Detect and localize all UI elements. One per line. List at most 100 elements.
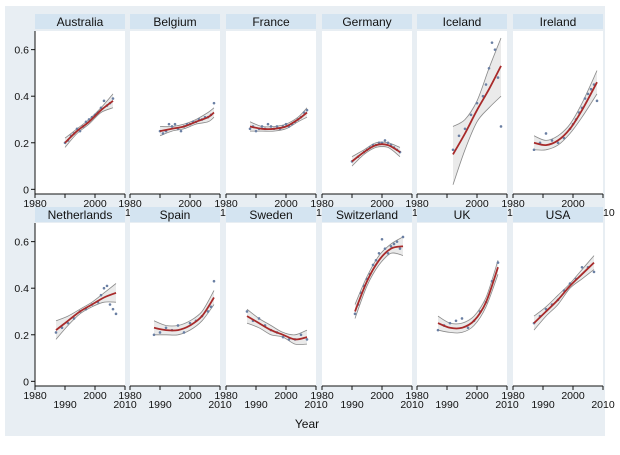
panel-title: Sweden <box>249 208 292 222</box>
ci-upper-line <box>452 37 502 127</box>
data-point <box>257 317 261 320</box>
data-point <box>72 317 76 320</box>
data-point <box>299 333 303 337</box>
panel-title: France <box>252 15 290 29</box>
plot-area <box>417 31 507 194</box>
x-tick-label: 2010 <box>591 399 615 411</box>
panel-title: Spain <box>160 208 191 222</box>
panel-switzerland: Switzerland 1980 1990 2000 2010 <box>310 207 424 411</box>
y-tick-label: 0.4 <box>14 91 29 103</box>
data-point <box>389 244 393 248</box>
data-point <box>179 129 183 133</box>
data-point <box>302 111 306 114</box>
fit-line <box>354 245 404 312</box>
data-point <box>460 317 464 320</box>
ci-band <box>247 309 307 345</box>
ci-lower-line <box>351 146 401 167</box>
data-point <box>111 97 115 100</box>
panel-strip <box>130 14 220 29</box>
data-point <box>176 324 180 327</box>
data-point <box>457 134 461 138</box>
data-point <box>383 247 387 250</box>
x-tick-label: 2000 <box>465 390 489 402</box>
x-tick-label: 2000 <box>274 390 298 402</box>
x-tick-label: 1980 <box>214 390 238 402</box>
fit-line <box>64 100 114 144</box>
data-point <box>108 303 112 306</box>
x-tick-label: 1980 <box>405 390 429 402</box>
data-point <box>392 242 396 246</box>
data-point <box>562 136 566 140</box>
data-point <box>475 101 479 105</box>
data-point <box>377 141 381 145</box>
data-point <box>161 132 165 135</box>
data-point <box>556 141 560 145</box>
data-point <box>114 312 118 316</box>
data-point <box>152 333 156 337</box>
data-point <box>182 331 186 334</box>
data-point <box>395 240 399 243</box>
data-point <box>550 139 554 142</box>
ci-upper-line <box>351 141 401 158</box>
x-tick-label: 1990 <box>244 399 268 411</box>
ci-upper-line <box>55 283 117 322</box>
plot-area <box>226 223 316 386</box>
x-tick-label: 1980 <box>118 390 142 402</box>
panel-uk: UK 1980 1990 2000 2010 <box>405 207 519 411</box>
x-tick-label: 2010 <box>304 399 328 411</box>
data-point <box>589 87 593 91</box>
data-point <box>496 261 500 264</box>
ci-upper-line <box>533 70 598 141</box>
panel-strip <box>35 207 125 222</box>
panel-strip <box>226 207 316 222</box>
data-point <box>188 321 192 325</box>
data-point <box>284 122 288 126</box>
fit-line <box>249 111 308 130</box>
data-point <box>99 293 103 297</box>
data-point <box>451 148 455 152</box>
data-point <box>269 125 273 128</box>
plot-area <box>35 31 125 194</box>
x-tick-label: 1990 <box>340 399 364 411</box>
data-point <box>102 99 106 103</box>
ci-lower-line <box>533 269 595 331</box>
data-point <box>206 310 210 313</box>
data-point <box>266 122 270 126</box>
data-point <box>544 132 548 135</box>
data-point <box>105 284 109 288</box>
data-point <box>386 141 390 145</box>
ci-lower-line <box>246 322 308 346</box>
data-point <box>463 127 467 131</box>
data-point <box>164 326 168 330</box>
data-point <box>212 101 216 105</box>
x-tick-label: 1990 <box>531 399 555 411</box>
panel-belgium: Belgium1980199020002010 <box>118 14 232 219</box>
plot-area <box>130 223 220 386</box>
x-tick-label: 1990 <box>148 399 172 411</box>
data-point <box>102 286 106 290</box>
x-tick-label: 2000 <box>561 390 585 402</box>
y-tick-label: 0.4 <box>14 283 29 295</box>
data-point <box>383 139 387 142</box>
data-point <box>248 127 252 131</box>
x-axis-title: Year <box>295 417 319 431</box>
data-point <box>281 335 285 339</box>
data-point <box>173 122 177 126</box>
fit-line <box>351 143 401 163</box>
plot-area <box>322 31 412 194</box>
data-point <box>487 66 491 70</box>
data-point <box>54 331 58 334</box>
data-point <box>245 310 249 313</box>
panel-strip <box>322 207 412 222</box>
panel-title: UK <box>454 208 471 222</box>
data-point <box>484 83 488 86</box>
data-point <box>254 129 258 133</box>
data-point <box>275 125 279 128</box>
panel-title: Australia <box>57 15 104 29</box>
ci-band <box>154 290 214 335</box>
data-point <box>586 92 590 96</box>
panel-title: Belgium <box>153 15 196 29</box>
y-tick-label: 0 <box>23 184 29 196</box>
data-point <box>592 270 596 274</box>
